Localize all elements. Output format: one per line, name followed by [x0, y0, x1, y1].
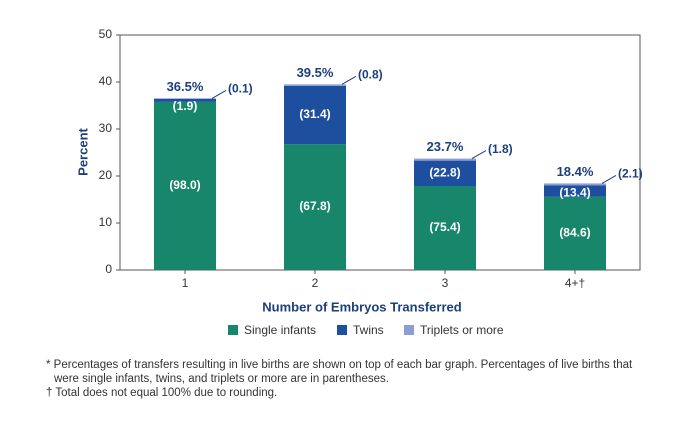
value-label: (98.0)	[169, 178, 200, 192]
x-tick-label: 3	[442, 276, 449, 290]
bar-segment	[414, 158, 476, 161]
x-tick-label: 1	[182, 276, 189, 290]
total-label: 18.4%	[557, 164, 594, 179]
bar-segment	[544, 185, 606, 197]
value-label: (75.4)	[429, 220, 460, 234]
y-axis-title: Percent	[75, 127, 90, 175]
value-label: (84.6)	[559, 226, 590, 240]
legend-swatch	[228, 325, 238, 335]
x-tick-label: 2	[312, 276, 319, 290]
y-tick-label: 0	[105, 262, 112, 276]
y-tick-label: 20	[99, 168, 113, 182]
footnotes: * Percentages of transfers resulting in …	[46, 358, 636, 400]
legend-label: Single infants	[244, 323, 316, 337]
y-tick-label: 40	[99, 74, 113, 88]
chart: Number of Embryos Transferred Percent 0 1…	[75, 27, 643, 337]
bar-segment	[284, 144, 346, 270]
bar-segment	[154, 98, 216, 102]
x-axis-title: Number of Embryos Transferred	[262, 299, 461, 314]
total-label: 23.7%	[427, 139, 464, 154]
value-label: (1.9)	[173, 99, 198, 113]
value-label: (31.4)	[299, 107, 330, 121]
total-label: 39.5%	[297, 65, 334, 80]
bar-segment	[154, 101, 216, 270]
y-tick-label: 30	[99, 121, 113, 135]
legend-swatch	[404, 325, 414, 335]
value-label: (13.4)	[559, 185, 590, 199]
leader-line	[341, 75, 357, 85]
value-label: (0.8)	[358, 68, 383, 82]
value-label: (2.1)	[618, 167, 643, 181]
plot-frame	[119, 34, 641, 271]
value-label: (22.8)	[429, 165, 460, 179]
bar-segment	[544, 196, 606, 270]
bar-segment	[284, 85, 346, 145]
value-label: (1.8)	[488, 142, 513, 156]
y-tick-label: 50	[99, 27, 113, 41]
bar-segment	[414, 186, 476, 270]
bar-segment	[544, 183, 606, 186]
legend-label: Triplets or more	[420, 323, 504, 337]
y-tick-label: 10	[99, 215, 113, 229]
leader-line	[601, 174, 617, 184]
value-label: (67.8)	[299, 199, 330, 213]
footnote: * Percentages of transfers resulting in …	[46, 359, 633, 385]
leader-line	[471, 150, 487, 160]
leader-line	[211, 90, 227, 99]
legend-label: Twins	[353, 323, 384, 337]
legend-swatch	[337, 325, 347, 335]
x-tick-label: 4+†	[565, 276, 585, 290]
bar-segment	[284, 84, 346, 86]
footnote: † Total does not equal 100% due to round…	[46, 387, 278, 399]
value-label: (0.1)	[228, 82, 253, 96]
total-label: 36.5%	[167, 79, 204, 94]
bar-segment	[414, 160, 476, 187]
